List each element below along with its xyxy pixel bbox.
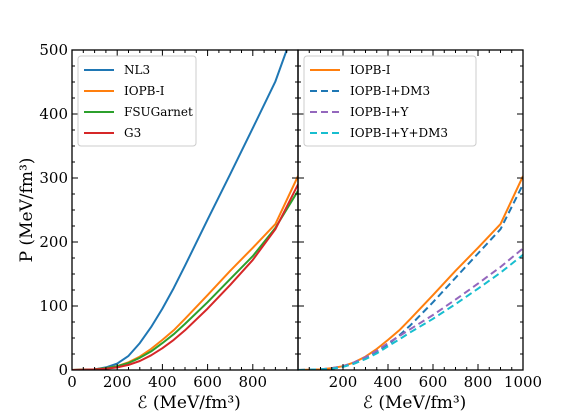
y-axis-label: P (MeV/fm³) xyxy=(17,158,37,263)
left-series-line-fsugarnet xyxy=(72,190,298,370)
left-y-tick-label: 200 xyxy=(39,233,68,251)
left-legend-label: G3 xyxy=(124,126,141,140)
left-y-tick-label: 500 xyxy=(39,41,68,59)
right-legend: IOPB-I IOPB-I+DM3 IOPB-I+Y IOPB-I+Y+DM3 xyxy=(303,55,477,147)
right-x-tick-label: 200 xyxy=(329,373,358,391)
left-legend-box xyxy=(77,55,197,147)
right-legend-label: IOPB-I+DM3 xyxy=(350,84,430,98)
right-x-tick-label: 400 xyxy=(374,373,403,391)
right-series-line-iopb-i-y xyxy=(298,247,523,370)
right-legend-box xyxy=(303,55,477,147)
right-legend-label: IOPB-I xyxy=(350,63,391,77)
right-series-line-iopb-i-dm3 xyxy=(298,183,523,370)
right-series-group xyxy=(298,175,523,370)
left-y-tick-label: 0 xyxy=(58,361,68,379)
right-x-tick-label: 800 xyxy=(464,373,493,391)
left-series-group xyxy=(72,50,298,370)
right-legend-label: IOPB-I+Y xyxy=(350,105,410,119)
left-legend: NL3 IOPB-I FSUGarnet G3 xyxy=(77,55,197,147)
left-series-line-iopb-i xyxy=(72,175,298,370)
right-x-axis-label: ℰ (MeV/fm³) xyxy=(363,393,467,413)
left-legend-label: NL3 xyxy=(124,63,150,77)
left-x-tick-label: 800 xyxy=(238,373,267,391)
right-series-line-iopb-i xyxy=(298,175,523,370)
left-y-tick-label: 100 xyxy=(39,297,68,315)
right-panel: 200 400 600 800 1000 ℰ (MeV/fm³) IOPB-I IOPB-I+… xyxy=(297,49,542,413)
right-legend-label: IOPB-I+Y+DM3 xyxy=(350,126,448,140)
left-y-tick-label: 400 xyxy=(39,105,68,123)
right-x-tick-label: 600 xyxy=(419,373,448,391)
left-legend-label: FSUGarnet xyxy=(124,105,193,119)
right-x-tick-label: 1000 xyxy=(504,373,542,391)
left-x-tick-label: 0 xyxy=(67,373,77,391)
left-series-line-g3 xyxy=(72,183,298,370)
left-y-tick-label: 300 xyxy=(39,169,68,187)
right-series-line-iopb-i-y-dm3 xyxy=(298,254,523,370)
left-panel: 0 200 400 600 800 0 100 200 300 400 500 P (MeV/fm³)… xyxy=(17,41,299,413)
left-x-tick-label: 400 xyxy=(148,373,177,391)
left-x-axis-label: ℰ (MeV/fm³) xyxy=(137,393,241,413)
left-series-line-nl3 xyxy=(72,50,288,370)
left-legend-label: IOPB-I xyxy=(124,84,165,98)
left-x-tick-label: 600 xyxy=(193,373,222,391)
left-x-tick-label: 200 xyxy=(103,373,132,391)
